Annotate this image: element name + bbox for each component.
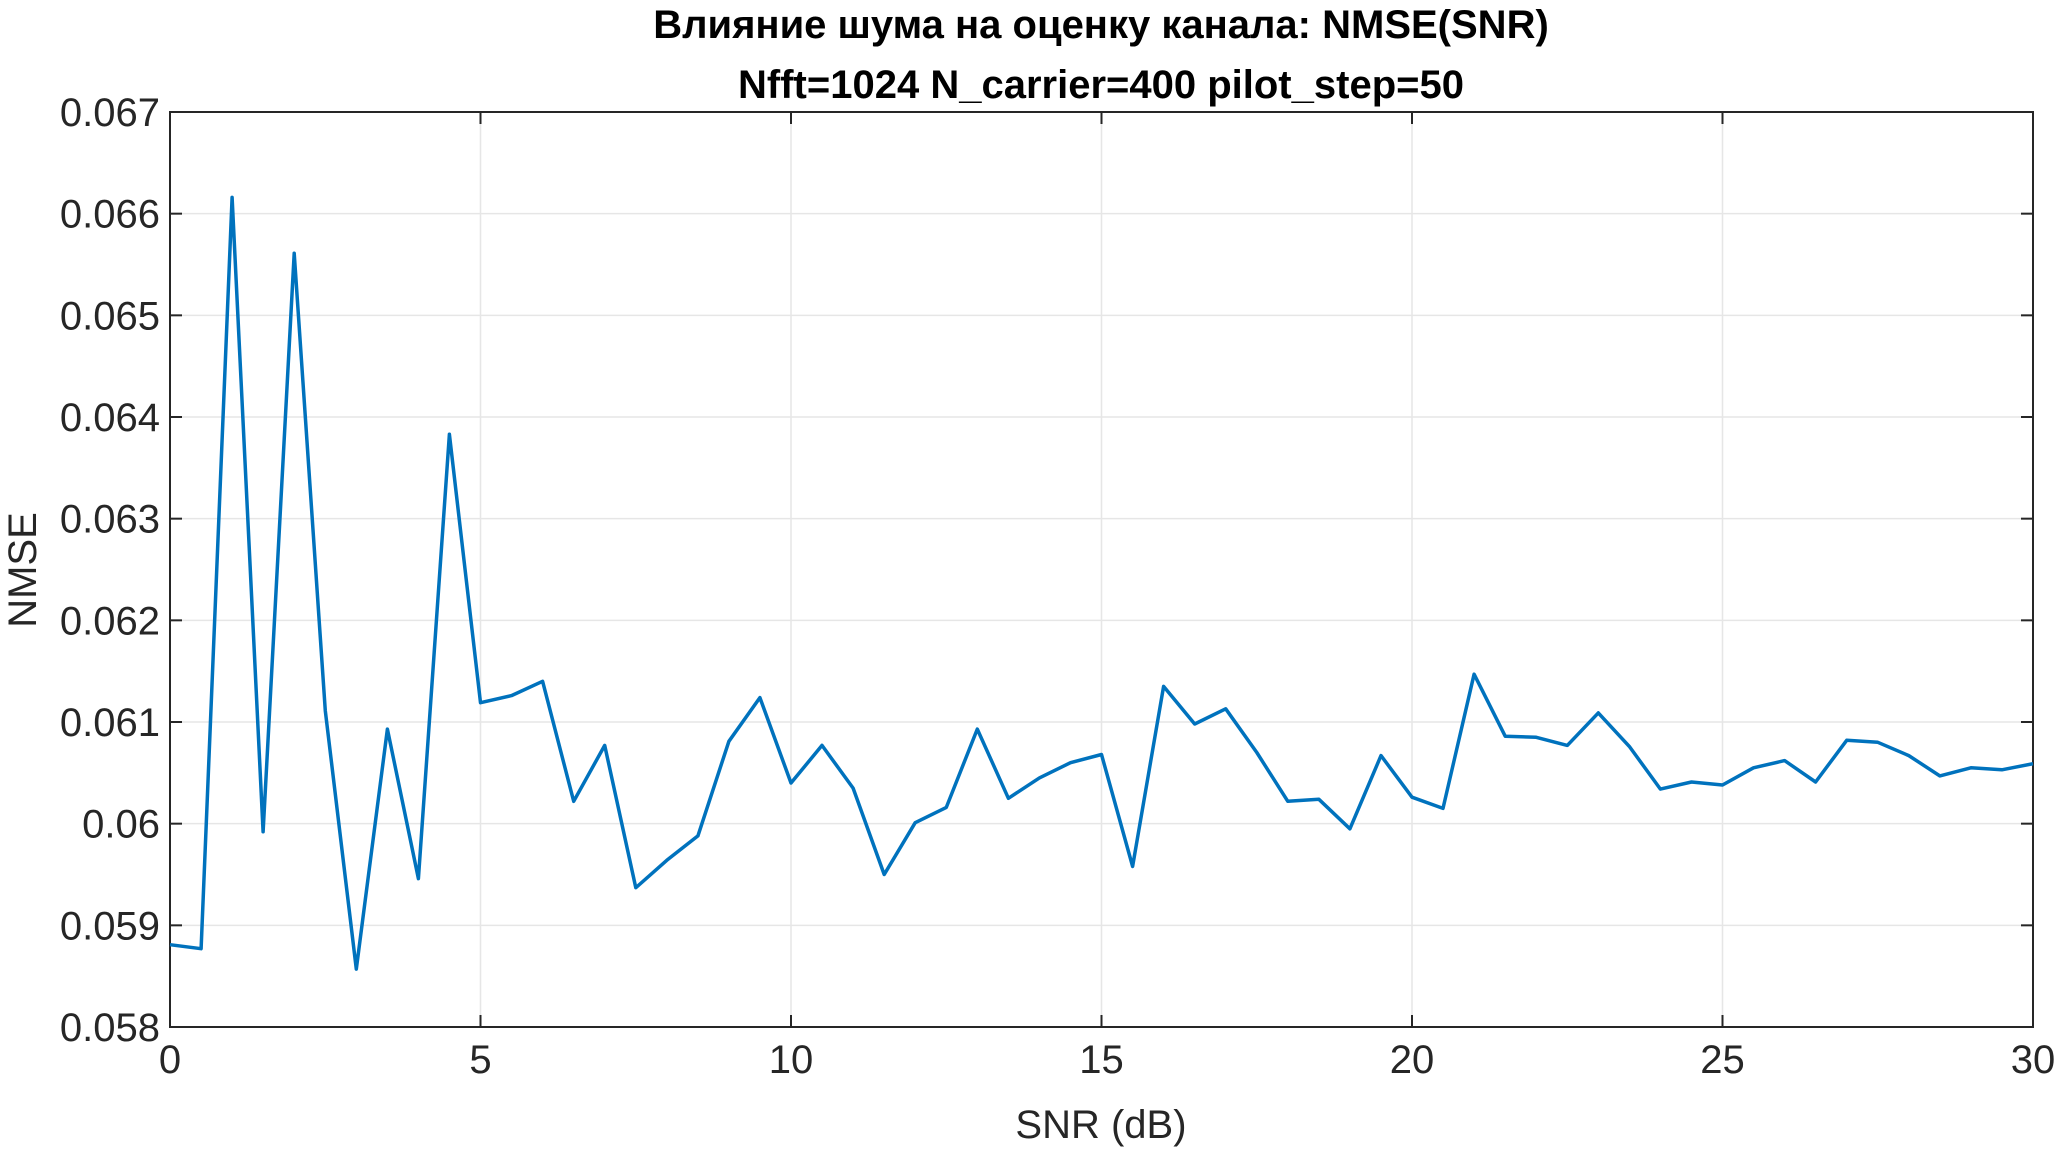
x-tick-label: 5 <box>469 1038 491 1082</box>
y-axis-label: NMSE <box>1 512 45 628</box>
x-tick-label: 0 <box>159 1038 181 1082</box>
x-tick-label: 10 <box>769 1038 814 1082</box>
series-group <box>169 195 2034 971</box>
chart-subtitle: Nfft=1024 N_carrier=400 pilot_step=50 <box>738 63 1464 107</box>
x-tick-label: 25 <box>1700 1038 1745 1082</box>
x-tick-label: 30 <box>2011 1038 2055 1082</box>
y-tick-label: 0.067 <box>60 91 160 135</box>
y-tick-label: 0.058 <box>60 1006 160 1050</box>
y-tick-label: 0.064 <box>60 396 160 440</box>
y-tick-label: 0.059 <box>60 904 160 948</box>
y-tick-label: 0.06 <box>82 803 160 847</box>
series-line <box>169 195 2034 971</box>
ticks-group: 0 5 10 15 20 25 30 0.058 0.059 0.06 0.061 0.062 0.06… <box>60 91 2055 1082</box>
y-tick-label: 0.065 <box>60 294 160 338</box>
x-axis-label: SNR (dB) <box>1015 1103 1186 1147</box>
chart-title: Влияние шума на оценку канала: NMSE(SNR) <box>653 3 1549 47</box>
y-tick-label: 0.061 <box>60 701 160 745</box>
y-tick-label: 0.066 <box>60 193 160 237</box>
y-tick-label: 0.062 <box>60 599 160 643</box>
x-tick-label: 20 <box>1390 1038 1435 1082</box>
y-tick-label: 0.063 <box>60 498 160 542</box>
x-tick-label: 15 <box>1079 1038 1124 1082</box>
